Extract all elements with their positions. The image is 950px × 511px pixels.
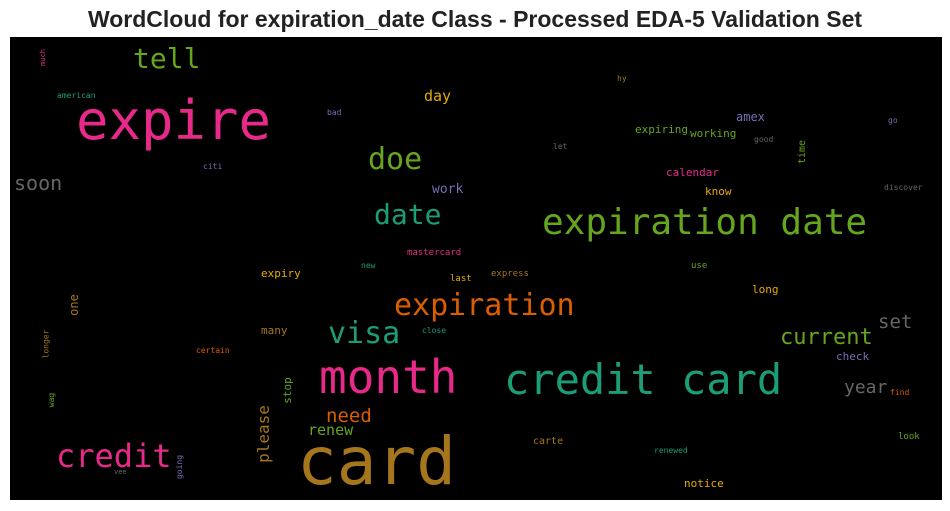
word-card: card: [297, 423, 456, 500]
word-stop: stop: [280, 377, 294, 404]
chart-title: WordCloud for expiration_date Class - Pr…: [87, 6, 863, 32]
word-cloud: card expire credit card month expiration dat…: [10, 37, 942, 500]
word-close: close: [422, 326, 447, 335]
word-bad: bad: [327, 108, 342, 117]
word-one: one: [66, 294, 81, 316]
word-year: year: [844, 377, 888, 398]
word-expire: expire: [76, 89, 272, 152]
word-renew: renew: [308, 421, 354, 439]
word-tell: tell: [133, 42, 201, 75]
word-set: set: [878, 311, 913, 333]
word-know: know: [705, 185, 732, 198]
word-carte: carte: [533, 436, 564, 447]
word-citi: citi: [203, 162, 223, 171]
word-day: day: [424, 87, 452, 105]
word-current: current: [780, 325, 873, 350]
word-longer: longer: [40, 329, 50, 358]
word-soon: soon: [14, 171, 63, 195]
word-working: working: [690, 127, 737, 140]
word-credit: credit: [56, 437, 172, 475]
word-expiration: expiration: [394, 288, 575, 323]
word-go: go: [888, 116, 898, 125]
word-going: going: [175, 454, 185, 480]
word-calendar: calendar: [666, 166, 719, 179]
word-look: look: [898, 432, 920, 442]
word-expiring: expiring: [635, 123, 688, 136]
word-need: need: [326, 405, 372, 427]
word-expiration-date: expiration date: [542, 202, 868, 243]
word-mastercard: mastercard: [407, 248, 462, 258]
word-renewed: renewed: [654, 446, 688, 455]
word-expiry: expiry: [261, 267, 301, 280]
word-wag: wag: [47, 392, 57, 408]
word-find: find: [890, 388, 910, 397]
word-last: last: [450, 274, 472, 284]
word-much: much: [38, 49, 47, 66]
word-check: check: [836, 350, 870, 363]
word-notice: notice: [684, 477, 724, 490]
word-certain: certain: [196, 346, 230, 355]
word-doe: doe: [368, 142, 423, 177]
word-express: express: [491, 269, 529, 279]
word-month: month: [319, 350, 458, 404]
word-time: time: [797, 139, 809, 165]
word-let: let: [553, 142, 568, 151]
word-please: please: [253, 405, 273, 463]
word-work: work: [432, 182, 464, 197]
word-many: many: [261, 324, 288, 337]
word-long: long: [752, 283, 779, 296]
word-credit-card: credit card: [504, 355, 783, 404]
word-use: use: [691, 261, 708, 271]
word-visa: visa: [328, 316, 401, 351]
word-good: good: [754, 135, 774, 144]
word-amex: amex: [736, 110, 765, 124]
word-discover: discover: [884, 183, 923, 192]
word-date: date: [374, 198, 442, 231]
word-new: new: [361, 261, 376, 270]
word-vee: vee: [114, 468, 127, 476]
word-american: american: [57, 91, 96, 100]
word-hy: hy: [617, 74, 627, 83]
